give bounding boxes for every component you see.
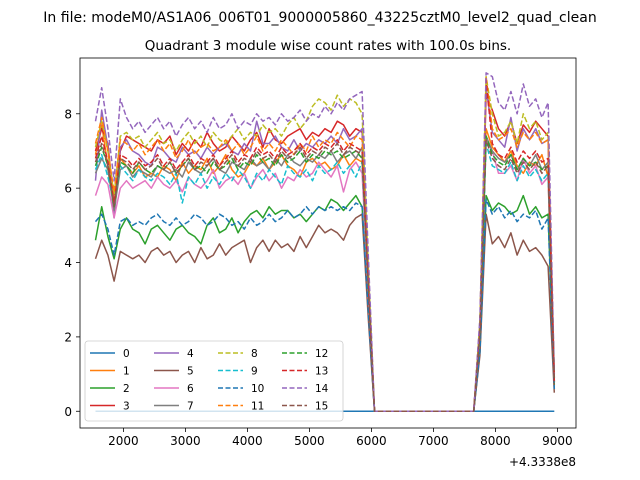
legend-label-7: 7 [187,400,194,412]
y-tick-label: 8 [64,107,72,121]
legend-label-9: 9 [251,365,258,377]
series-line-10 [94,198,556,413]
y-tick-label: 2 [64,330,72,344]
chart-title: Quadrant 3 module wise count rates with … [145,38,511,54]
series-line-14 [94,72,556,413]
x-tick-label: 4000 [232,434,263,448]
x-tick-label: 3000 [170,434,201,448]
x-tick-label: 8000 [480,434,511,448]
legend-label-14: 14 [315,383,329,395]
legend-label-4: 4 [187,348,194,360]
legend-label-13: 13 [315,365,328,377]
x-tick-label: 7000 [418,434,449,448]
series-lines [94,72,556,413]
legend-label-1: 1 [123,365,130,377]
plot-area [79,57,577,429]
legend-label-6: 6 [187,383,194,395]
x-axis-offset-label: +4.3338e8 [509,455,576,469]
legend-label-0: 0 [123,348,130,360]
legend-label-5: 5 [187,365,194,377]
legend-label-2: 2 [123,383,130,395]
x-tick-label: 9000 [542,434,573,448]
series-line-15 [94,139,556,413]
legend-label-12: 12 [315,348,328,360]
legend-label-8: 8 [251,348,258,360]
series-line-8 [94,75,556,413]
y-axis: 0 2 4 6 8 [64,107,80,419]
legend-label-3: 3 [123,400,130,412]
axes-frame [79,57,577,429]
legend-label-15: 15 [315,400,328,412]
y-tick-label: 0 [64,405,72,419]
y-tick-label: 4 [64,256,72,270]
legend-label-10: 10 [251,383,264,395]
x-tick-label: 2000 [108,434,139,448]
x-tick-label: 6000 [356,434,387,448]
x-tick-label: 5000 [294,434,325,448]
legend-frame [84,340,344,422]
y-tick-label: 6 [64,182,72,196]
legend-label-11: 11 [251,400,264,412]
figure-suptitle: In file: modeM0/AS1A06_006T01_9000005860… [43,10,596,26]
x-axis: 2000 3000 4000 5000 6000 7000 8000 9000 [108,428,573,448]
